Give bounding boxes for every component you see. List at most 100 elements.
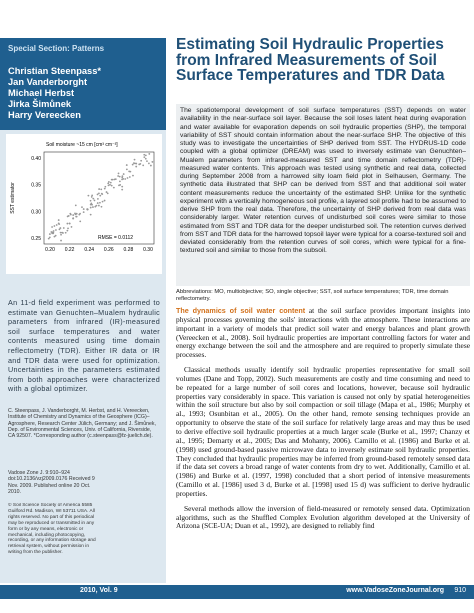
figure-background [6,134,162,274]
figure: Soil moisture ~15 cm [cm³ cm⁻³] SST esti… [6,134,162,274]
page-number: 910 [454,587,466,594]
scatter-dot [124,178,127,180]
scatter-dot [121,188,124,191]
copyright: © Soil Science Society of America 5585 G… [8,503,96,556]
scatter-dot [107,184,110,187]
paragraph: Classical methods usually identify soil … [176,365,470,498]
scatter-dot [97,204,100,207]
scatter-dot [121,175,124,178]
scatter-dot [96,202,99,204]
scatter-dot [99,201,101,204]
scatter-dot [143,156,146,158]
scatter-dot [148,153,151,155]
scatter-dot [99,194,102,197]
scatter-dot [92,197,95,200]
scatter-dot [126,177,129,179]
scatter-dot [82,208,85,210]
scatter-dot [93,199,96,202]
scatter-dot [81,206,83,208]
figure-annotation: RMSE = 0.0112 [98,235,133,241]
section-label: Special Section: Patterns [8,44,105,53]
scatter-dot [89,213,92,216]
scatter-dot [139,163,142,165]
scatter-dot [135,162,138,165]
author-list: Christian Steenpass* Jan Vanderborght Mi… [8,66,101,121]
scatter-dot [72,214,75,216]
scatter-dot [149,164,152,167]
abstract: The spatiotemporal development of soil s… [180,107,466,255]
scatter-dot [57,219,60,221]
scatter-dot [110,184,113,187]
scatter-dot [96,193,99,196]
y-ticks: 0.40 0.35 0.30 0.25 [31,156,41,242]
scatter-dot [70,226,73,228]
x-ticks: 0.20 0.22 0.24 0.26 0.28 0.30 [45,247,153,253]
x-tick-label: 0.30 [143,247,153,253]
scatter-dot [125,164,128,166]
scatter-dot [68,222,71,225]
scatter-dot [69,213,72,216]
scatter-dot [109,183,111,186]
x-tick-label: 0.28 [124,247,134,253]
body-text: The dynamics of soil water content at th… [176,307,470,585]
scatter-dot [47,237,50,240]
scatter-dot [100,205,103,208]
scatter-dot [112,186,115,189]
scatter-dot [98,188,101,190]
scatter-dot [118,175,121,178]
scatter-dot [105,191,108,193]
scatter-dot [131,163,134,166]
scatter-dot [148,162,150,165]
citation: Vadose Zone J. 9:910–924 doi:10.2136/vzj… [8,470,95,495]
author: Christian Steenpass* [8,66,102,76]
scatter-dot [125,168,128,171]
paragraph-text: at the soil surface provides important i… [176,307,470,360]
scatter-dot [107,181,110,183]
scatter-dot [117,172,120,175]
plot-frame [43,151,155,245]
journal-url: www.VadoseZoneJournal.org [346,587,444,594]
scatter-dot [59,231,62,234]
scatter-dot [79,212,81,215]
scatter-dot [58,228,61,231]
scatter-dot [98,192,100,195]
scatter-dot [107,182,110,185]
scatter-dot [121,185,124,188]
scatter-dot [54,234,57,237]
scatter-dot [117,175,120,177]
scatter-dot [60,239,62,242]
scatter-dot [55,229,57,231]
author: Jan Vanderborght [8,77,88,87]
figure-x-label: Soil moisture ~15 cm [cm³ cm⁻³] [46,142,118,148]
scatter-dot [128,170,131,173]
scatter-dot [128,176,131,178]
author: Harry Vereecken [8,110,81,120]
x-tick-label: 0.22 [65,247,75,253]
scatter-dot [132,174,134,177]
scatter-dot [100,188,103,191]
scatter-dot [82,211,85,213]
footer-bar: 2010, Vol. 9 www.VadoseZoneJournal.org 9… [0,585,474,599]
scatter-dot [51,232,54,235]
scatter-dot [140,159,143,162]
scatter-dot [86,208,89,211]
scatter-dot [142,164,145,167]
scatter-dot [75,215,78,218]
scatter-dot [53,225,56,227]
scatter-dot [122,173,125,175]
scatter-dot [53,235,56,238]
y-tick-label: 0.30 [31,209,41,215]
left-header-band [0,38,166,130]
scatter-dot [89,199,92,202]
scatter-dot [51,226,53,228]
scatter-dot [100,192,103,195]
abbreviations: Abbreviations: MO, multiobjective; SO, s… [176,289,449,302]
scatter-dot [57,222,60,225]
scatter-dot [66,229,69,232]
scatter-dot [55,224,58,226]
author: Michael Herbst [8,88,75,98]
y-tick-label: 0.25 [31,236,41,242]
scatter-dot [48,236,51,239]
scatter-dot [133,162,136,165]
